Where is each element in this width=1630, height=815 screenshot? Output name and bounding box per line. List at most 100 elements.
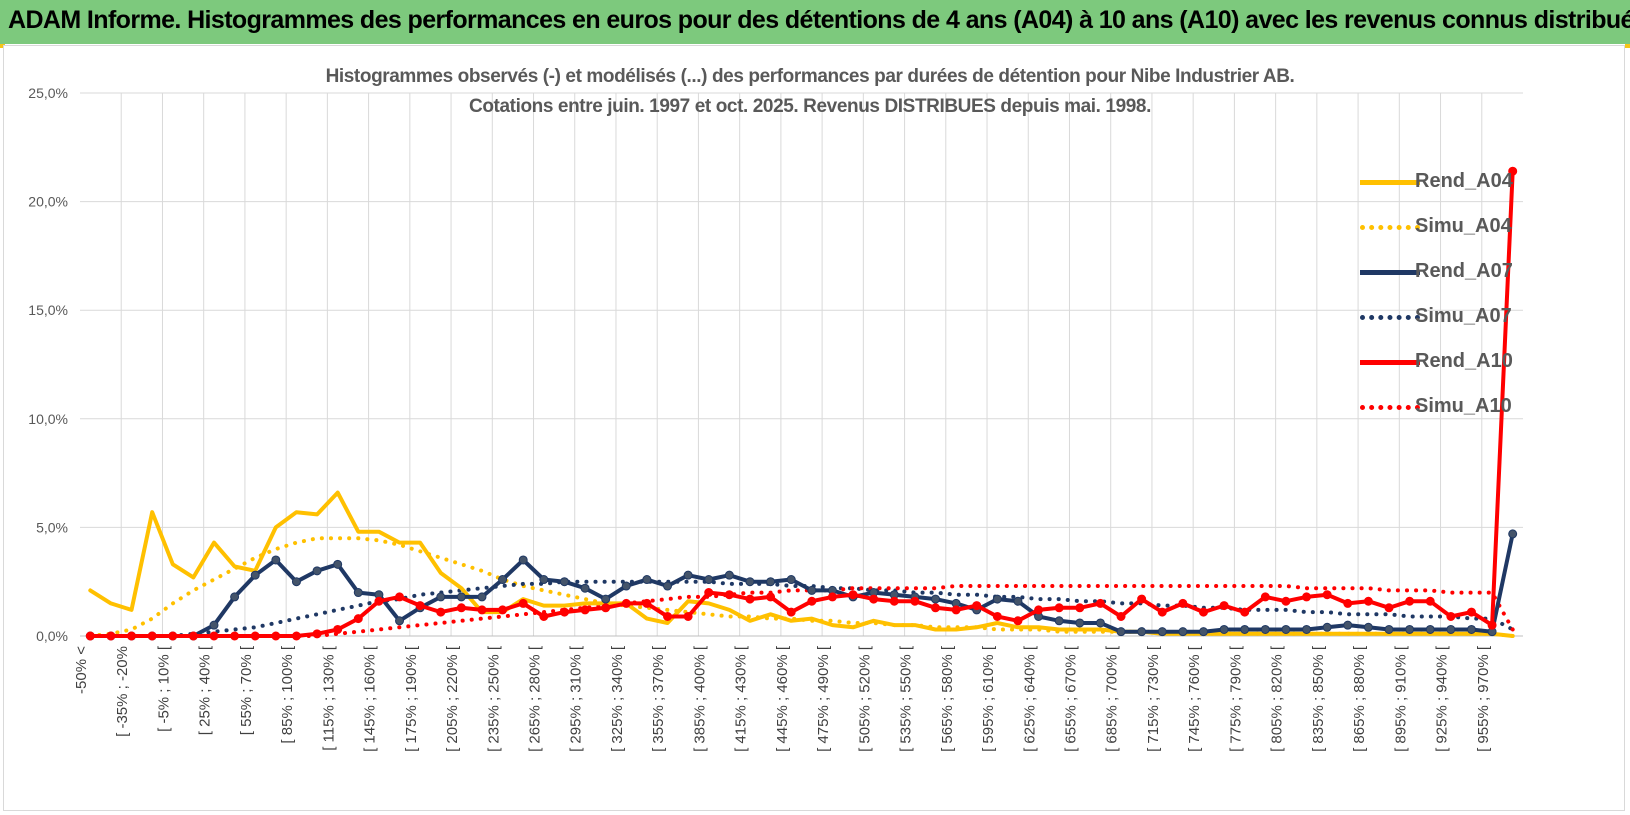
data-point-rend-a07 — [1260, 624, 1270, 634]
data-point-rend-a07 — [1095, 618, 1105, 628]
x-tick-label: [ 175% ; 190% [ — [403, 645, 420, 752]
x-tick-label: [ 655% ; 670% [ — [1062, 645, 1079, 752]
legend-swatch — [1360, 405, 1420, 410]
legend-label: Rend_A10 — [1415, 350, 1513, 372]
data-point-rend-a07 — [1240, 624, 1250, 634]
data-point-rend-a10 — [1137, 594, 1147, 604]
chart-frame — [3, 45, 1625, 811]
data-point-rend-a10 — [1219, 601, 1229, 611]
x-tick-label: [ 805% ; 820% [ — [1269, 645, 1286, 752]
legend-swatch — [1360, 360, 1420, 365]
legend-label: Rend_A04 — [1415, 170, 1513, 192]
data-point-rend-a07 — [992, 594, 1002, 604]
data-point-rend-a07 — [601, 594, 611, 604]
legend-item-rend-a07: Rend_A07 — [1355, 260, 1513, 305]
x-tick-label: [ 115% ; 130% [ — [320, 645, 337, 751]
data-point-rend-a07 — [1178, 627, 1188, 637]
chart-title: Histogrammes observés (-) et modélisés (… — [325, 66, 1295, 87]
data-point-rend-a07 — [1363, 622, 1373, 632]
x-tick-label: [ 595% ; 610% [ — [980, 645, 997, 752]
data-point-rend-a07 — [1198, 627, 1208, 637]
x-tick-label: [ 145% ; 160% [ — [362, 645, 379, 752]
data-point-rend-a07 — [333, 559, 343, 569]
series-line-rend-a04 — [88, 490, 1515, 638]
data-point-rend-a10 — [972, 601, 982, 611]
data-point-rend-a10 — [910, 596, 920, 606]
data-point-rend-a10 — [147, 631, 157, 641]
data-point-rend-a07 — [1508, 529, 1518, 539]
data-point-rend-a07 — [1157, 627, 1167, 637]
x-tick-label: [ -35% ; -20% — [114, 646, 131, 737]
data-point-rend-a10 — [766, 592, 776, 602]
x-tick-label: [ 355% ; 370% [ — [650, 645, 667, 752]
x-tick-label: [ 625% ; 640% [ — [1021, 645, 1038, 752]
legend-item-rend-a04: Rend_A04 — [1355, 170, 1513, 215]
data-point-rend-a10 — [704, 588, 714, 598]
data-point-rend-a10 — [642, 598, 652, 608]
x-tick-label: [ 685% ; 700% [ — [1104, 645, 1121, 752]
data-point-rend-a07 — [477, 592, 487, 602]
legend-item-simu-a10: Simu_A10 — [1355, 395, 1512, 440]
x-tick-label: [ -5% ; 10% [ — [155, 645, 172, 732]
data-point-rend-a07 — [621, 581, 631, 591]
data-point-rend-a10 — [1054, 603, 1064, 613]
data-point-rend-a07 — [209, 620, 219, 630]
data-point-rend-a07 — [1013, 596, 1023, 606]
x-tick-label: [ 775% ; 790% [ — [1227, 645, 1244, 752]
y-tick-label: 15,0% — [28, 302, 68, 318]
data-point-rend-a07 — [291, 577, 301, 587]
data-point-rend-a10 — [333, 624, 343, 634]
data-point-rend-a10 — [85, 631, 95, 641]
data-point-rend-a10 — [209, 631, 219, 641]
data-point-rend-a10 — [807, 596, 817, 606]
data-point-rend-a10 — [683, 611, 693, 621]
data-point-rend-a10 — [1384, 603, 1394, 613]
data-point-rend-a10 — [415, 601, 425, 611]
x-tick-label: [ 235% ; 250% [ — [485, 645, 502, 752]
chart-legend: Rend_A04 Simu_A04 Rend_A07 Simu_A07 Rend_A10… — [1355, 170, 1513, 440]
data-point-rend-a10 — [1363, 596, 1373, 606]
data-point-rend-a07 — [1054, 616, 1064, 626]
data-point-rend-a10 — [621, 598, 631, 608]
data-point-rend-a07 — [395, 616, 405, 626]
legend-swatch — [1360, 315, 1420, 320]
y-tick-label: 25,0% — [28, 85, 68, 101]
legend-swatch — [1360, 180, 1420, 185]
data-point-rend-a07 — [518, 555, 528, 565]
data-point-rend-a10 — [559, 607, 569, 617]
y-tick-label: 0,0% — [36, 628, 68, 644]
data-point-rend-a10 — [312, 629, 322, 639]
x-tick-label: [ 475% ; 490% [ — [815, 645, 832, 752]
series-line-rend-a10 — [88, 169, 1515, 638]
x-tick-label: [ 925% ; 940% [ — [1434, 645, 1451, 752]
x-tick-label: [ 715% ; 730% [ — [1145, 645, 1162, 752]
data-point-rend-a07 — [271, 555, 281, 565]
x-tick-label: [ 955% ; 970% [ — [1475, 645, 1492, 752]
data-point-rend-a10 — [1425, 596, 1435, 606]
data-point-rend-a07 — [1425, 624, 1435, 634]
data-point-rend-a10 — [663, 611, 673, 621]
data-point-rend-a07 — [930, 594, 940, 604]
data-point-rend-a07 — [539, 575, 549, 585]
data-point-rend-a10 — [1281, 596, 1291, 606]
data-point-rend-a07 — [1075, 618, 1085, 628]
data-point-rend-a10 — [1198, 607, 1208, 617]
data-point-rend-a10 — [250, 631, 260, 641]
data-point-rend-a10 — [1178, 598, 1188, 608]
data-point-rend-a10 — [951, 605, 961, 615]
data-point-rend-a07 — [1466, 624, 1476, 634]
data-point-rend-a07 — [559, 577, 569, 587]
data-point-rend-a10 — [1508, 166, 1518, 176]
data-point-rend-a10 — [601, 603, 611, 613]
data-point-rend-a07 — [1384, 624, 1394, 634]
data-point-rend-a10 — [1075, 603, 1085, 613]
report-banner: ADAM Informe. Histogrammes des performan… — [0, 0, 1630, 44]
x-tick-label: [ 385% ; 400% [ — [691, 645, 708, 752]
series-line-simu-a07 — [88, 579, 1515, 638]
data-point-rend-a10 — [539, 611, 549, 621]
legend-item-simu-a07: Simu_A07 — [1355, 305, 1512, 350]
data-point-rend-a07 — [250, 570, 260, 580]
data-point-rend-a10 — [436, 607, 446, 617]
data-point-rend-a10 — [456, 603, 466, 613]
corner-marker — [0, 44, 5, 48]
